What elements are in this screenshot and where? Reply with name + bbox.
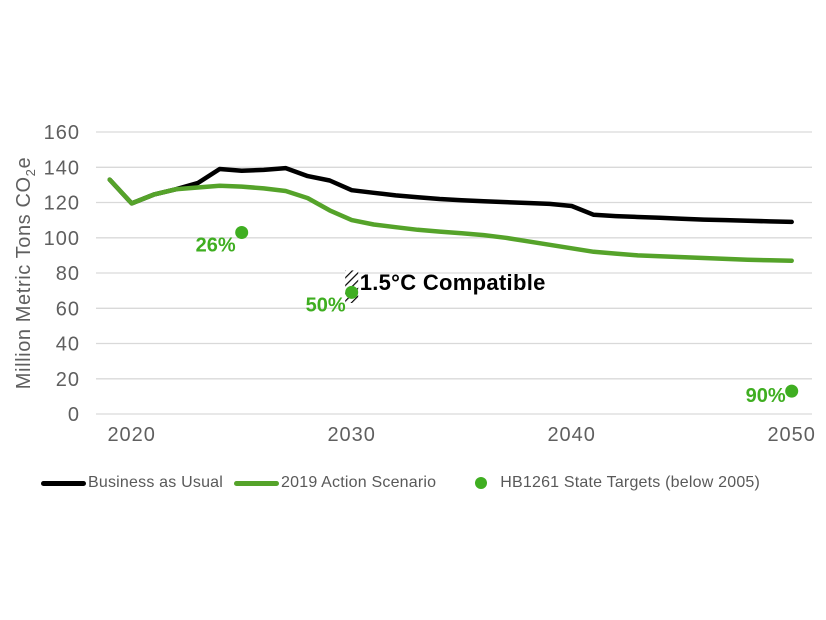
y-tick-label: 0	[68, 404, 80, 426]
x-tick-label: 2050	[767, 424, 816, 446]
y-tick-label: 100	[44, 228, 80, 250]
legend-item-business-as-usual: Business as Usual	[41, 474, 223, 492]
x-tick-label: 2020	[107, 424, 156, 446]
y-tick-label: 20	[56, 369, 80, 391]
y-axis-title: Million Metric Tons CO2e	[13, 157, 38, 389]
y-tick-label: 140	[44, 157, 80, 179]
y-tick-label: 80	[56, 263, 80, 285]
target-dot-2030	[345, 285, 359, 299]
x-tick-label: 2030	[327, 424, 376, 446]
annotation-label: 1.5°C Compatible	[360, 270, 546, 295]
legend-item-2019-action-scenario: 2019 Action Scenario	[234, 474, 436, 492]
target-dot-2050	[785, 384, 799, 398]
y-tick-label: 40	[56, 334, 80, 356]
legend-dot-icon	[475, 477, 488, 489]
series-line-2019-action-scenario	[107, 177, 794, 263]
series-line-business-as-usual	[107, 165, 794, 225]
legend-line-swatch-green	[234, 480, 280, 486]
target-label-2025: 26%	[196, 235, 236, 257]
x-tick-label: 2040	[547, 424, 596, 446]
legend-item-hb1261-targets: HB1261 State Targets (below 2005)	[475, 474, 760, 492]
y-tick-label: 120	[44, 193, 80, 215]
chart-legend: Business as Usual 2019 Action Scenario H…	[41, 474, 760, 492]
target-label-2050: 90%	[746, 385, 786, 407]
legend-label-2019-action-scenario: 2019 Action Scenario	[281, 474, 437, 491]
legend-line-swatch-black	[41, 480, 86, 486]
y-tick-label: 160	[44, 122, 80, 144]
target-label-2030: 50%	[306, 294, 346, 316]
y-tick-label: 60	[56, 298, 80, 320]
legend-label-hb1261-targets: HB1261 State Targets (below 2005)	[500, 474, 761, 491]
target-dot-2025	[235, 226, 249, 239]
legend-label-business-as-usual: Business as Usual	[88, 474, 224, 491]
